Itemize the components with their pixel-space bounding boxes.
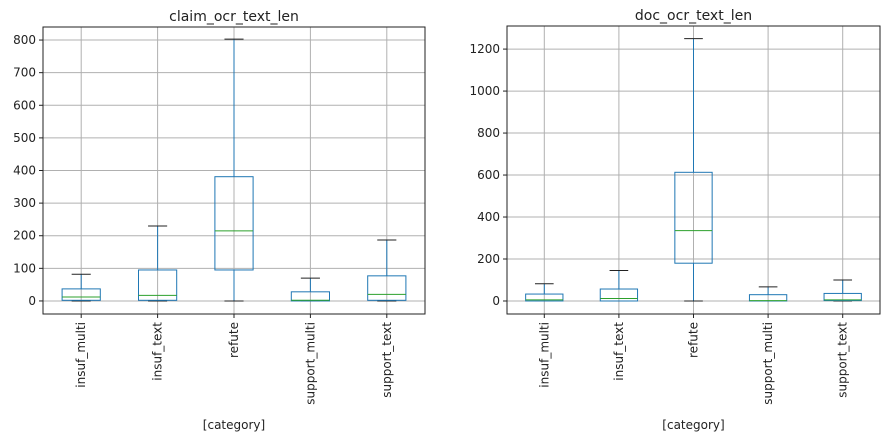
x-tick-label: support_multi	[761, 322, 775, 405]
box-iqr	[674, 171, 713, 264]
box-iqr	[525, 293, 564, 302]
y-tick-label: 0	[492, 294, 500, 308]
box-insuf_multi	[61, 273, 101, 302]
y-tick-label: 0	[28, 294, 36, 308]
x-tick-label: insuf_text	[612, 322, 626, 381]
box-support_multi	[290, 277, 330, 302]
x-tick-label: refute	[227, 322, 241, 358]
y-tick-label: 400	[13, 164, 36, 178]
box-support_text	[823, 279, 862, 302]
box-support_multi	[748, 286, 788, 302]
x-axis-label: [category]	[662, 418, 724, 432]
y-tick-label: 700	[13, 66, 36, 80]
y-tick-label: 400	[477, 210, 500, 224]
x-tick-label: insuf_multi	[74, 322, 88, 388]
box-refute	[674, 38, 713, 302]
y-tick-label: 100	[13, 261, 36, 275]
x-axis-label: [category]	[203, 418, 265, 432]
box-iqr	[214, 176, 254, 271]
x-tick-label: support_multi	[303, 322, 317, 405]
y-tick-label: 800	[477, 126, 500, 140]
chart-doc-ocr-text-len: 0 200 400 600 800 1000 1200 insuf_multi insuf_te…	[469, 8, 881, 432]
box-refute	[214, 38, 254, 302]
box-iqr	[599, 288, 639, 302]
y-tick-label: 600	[477, 168, 500, 182]
box-support_text	[367, 239, 407, 302]
x-tick-label: support_text	[380, 322, 394, 398]
box-iqr	[823, 292, 862, 302]
box-insuf_multi	[525, 283, 564, 302]
box-iqr	[367, 275, 407, 301]
x-tick-label: refute	[687, 322, 701, 358]
box-iqr	[61, 288, 101, 301]
y-tick-label: 600	[13, 98, 36, 112]
box-iqr	[138, 269, 178, 301]
y-tick-label: 800	[13, 33, 36, 47]
y-tick-label: 500	[13, 131, 36, 145]
y-tick-label: 1000	[469, 84, 500, 98]
y-tick-label: 300	[13, 196, 36, 210]
y-tick-label: 1200	[469, 42, 500, 56]
y-tick-label: 200	[477, 252, 500, 266]
box-iqr	[290, 291, 330, 302]
chart-title: claim_ocr_text_len	[169, 9, 299, 25]
box-insuf_text	[599, 270, 639, 302]
y-tick-label: 200	[13, 229, 36, 243]
chart-title: doc_ocr_text_len	[635, 8, 752, 24]
box-insuf_text	[138, 225, 178, 302]
x-tick-label: insuf_text	[151, 322, 165, 381]
chart-claim-ocr-text-len: 0 100 200 300 400 500 600 700 800 insuf_multi insu…	[13, 9, 426, 432]
x-tick-label: insuf_multi	[537, 322, 551, 388]
x-tick-label: support_text	[836, 322, 850, 398]
